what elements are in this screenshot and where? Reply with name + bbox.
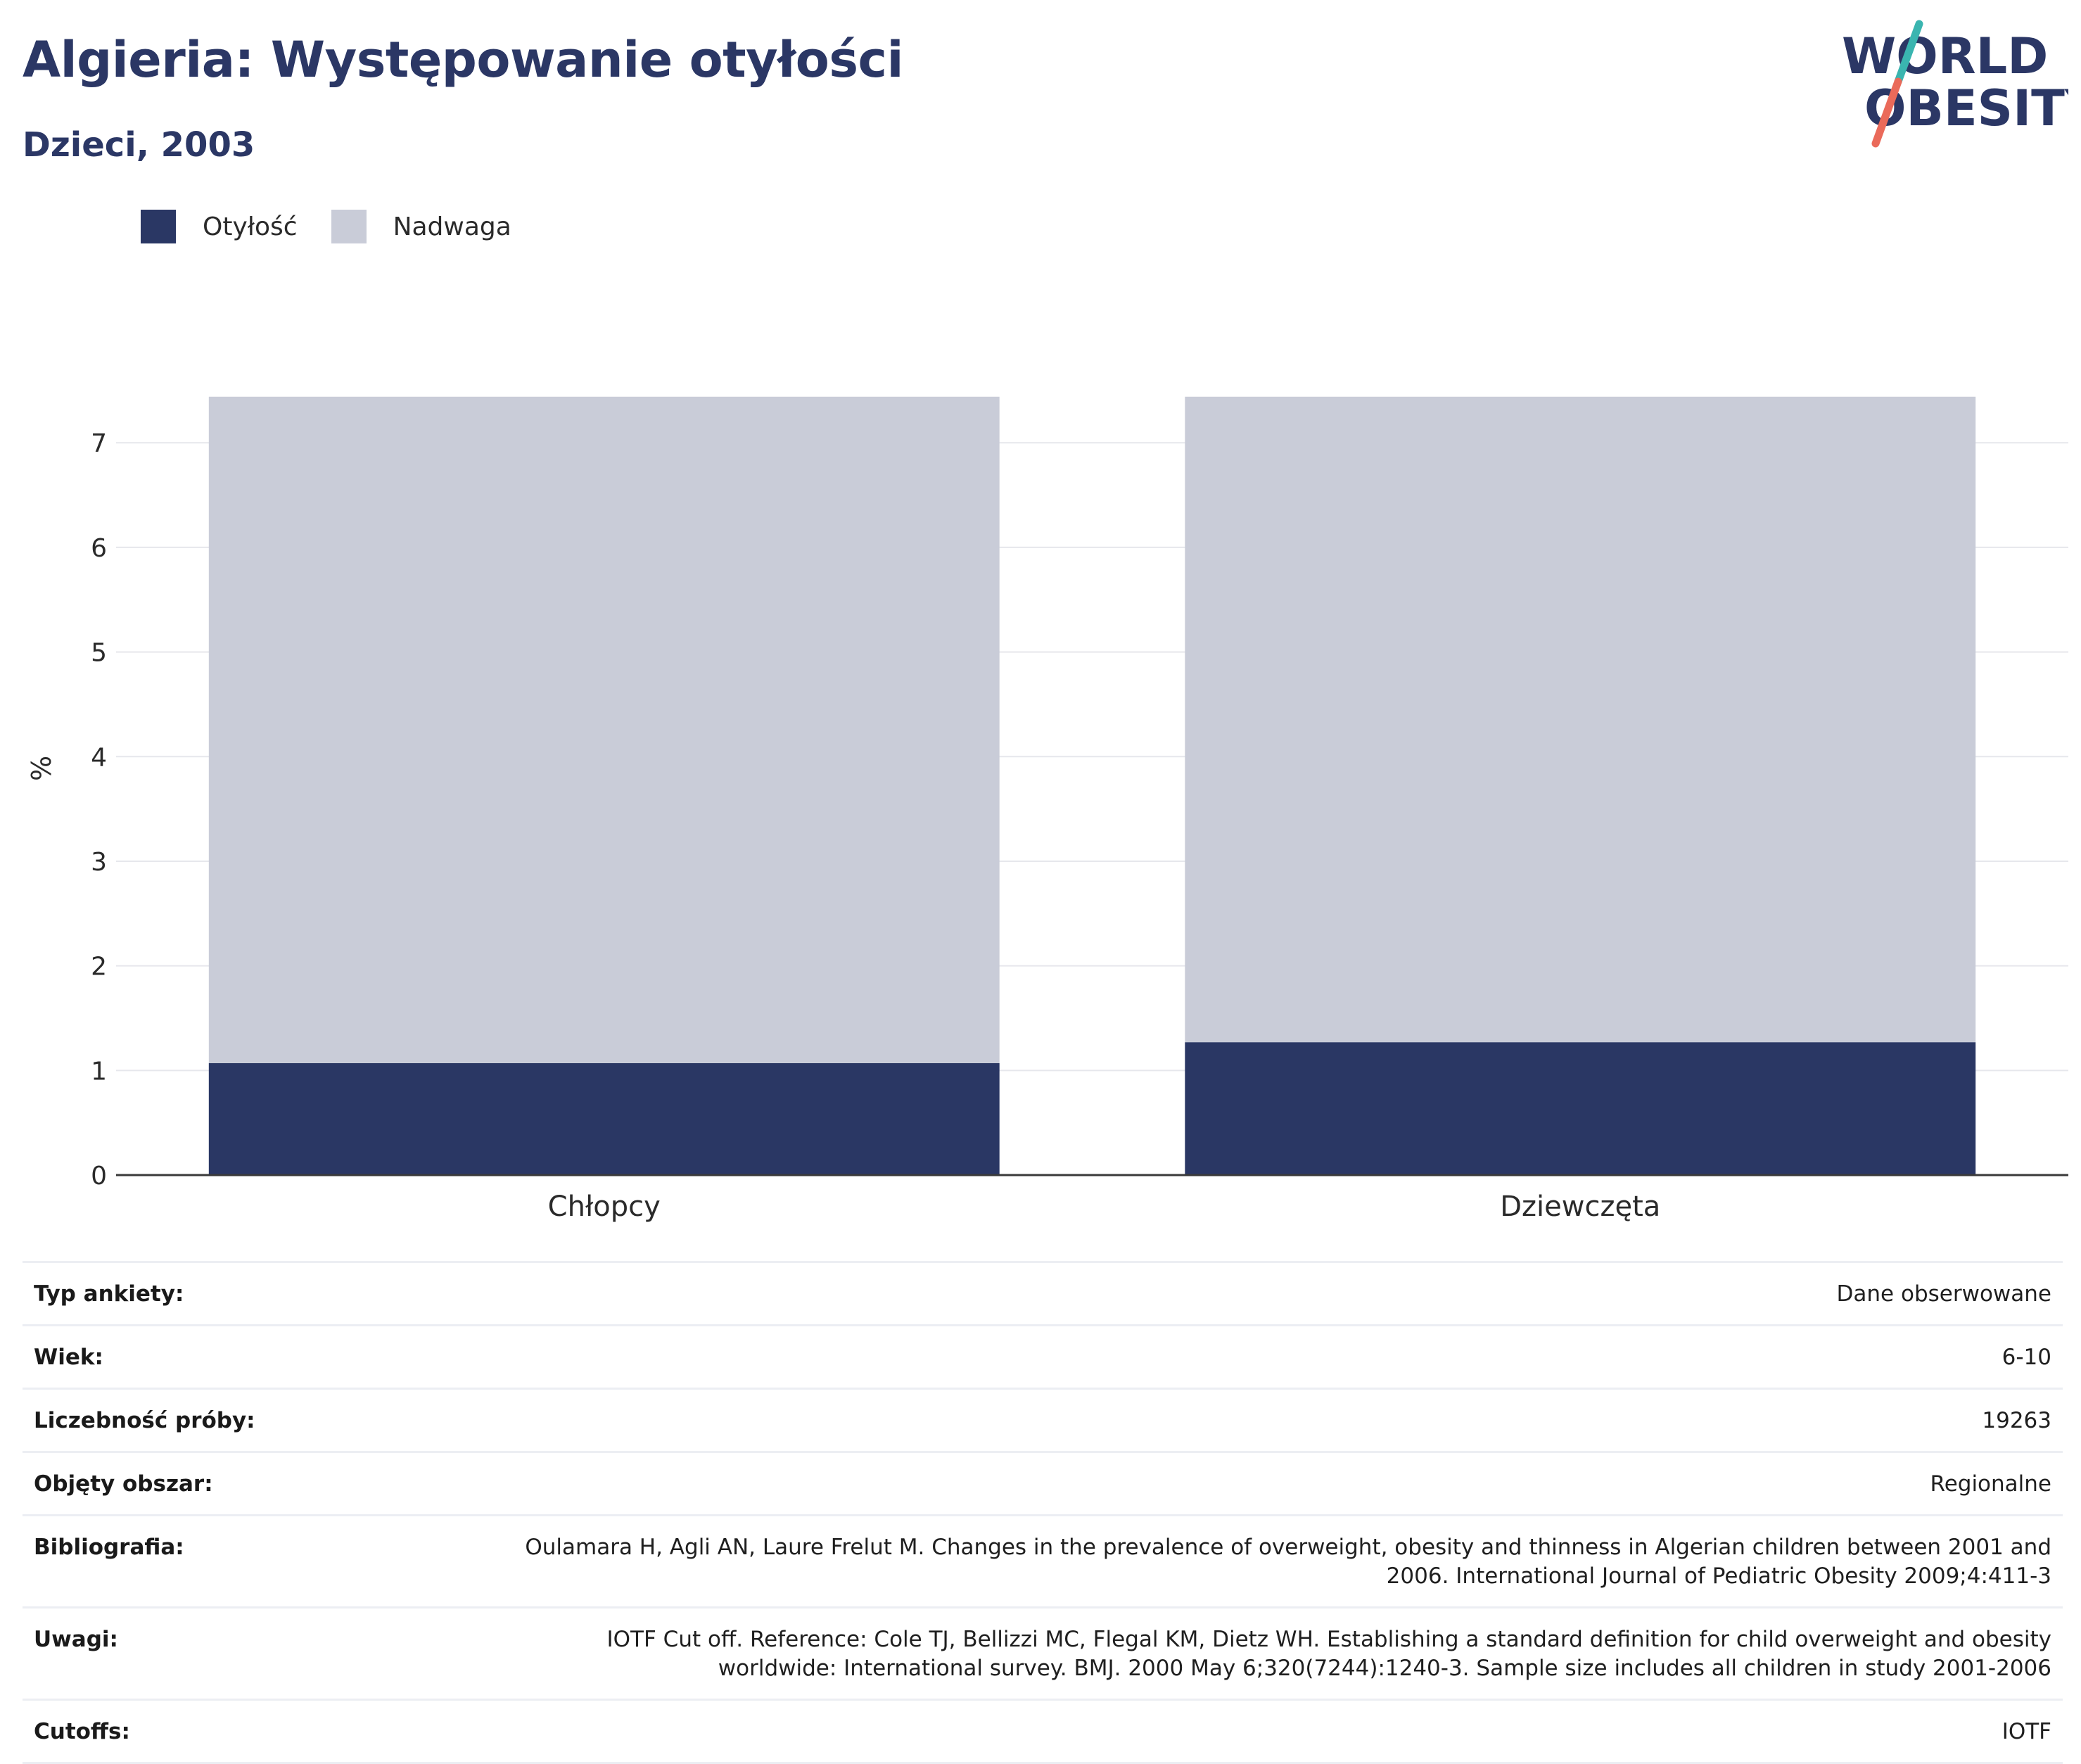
details-label: Wiek: — [34, 1345, 103, 1370]
details-row: Uwagi: IOTF Cut off. Reference: Cole TJ,… — [23, 1606, 2063, 1699]
y-tick-label: 5 — [91, 639, 107, 668]
details-label: Uwagi: — [34, 1627, 118, 1652]
details-row: Liczebność próby: 19263 — [23, 1388, 2063, 1451]
axis-layer: 0 1 2 3 4 5 6 7 Chłopcy Dziewczęta — [91, 429, 2068, 1223]
legend-item-overweight[interactable]: Nadwaga — [331, 210, 511, 243]
details-label: Bibliografia: — [34, 1535, 184, 1560]
legend-item-obesity[interactable]: Otyłość — [141, 210, 298, 243]
chart-subtitle: Dzieci, 2003 — [23, 125, 255, 165]
details-value: IOTF Cut off. Reference: Cole TJ, Belliz… — [606, 1627, 2051, 1681]
details-table: Typ ankiety: Dane obserwowane Wiek: 6-10… — [23, 1261, 2063, 1764]
y-tick-label: 7 — [91, 429, 107, 458]
details-value: 6-10 — [2002, 1345, 2051, 1370]
details-value: 19263 — [1982, 1408, 2051, 1433]
y-axis-label: % — [26, 756, 57, 781]
bar-segment-overweight[interactable] — [1185, 396, 1976, 1043]
legend-swatch-overweight — [331, 210, 367, 243]
x-tick-label: Dziewczęta — [1500, 1191, 1660, 1223]
legend-label-overweight: Nadwaga — [393, 212, 511, 241]
chart-title: Algieria: Występowanie otyłości — [23, 31, 904, 89]
details-value: IOTF — [2002, 1719, 2051, 1744]
y-tick-label: 6 — [91, 534, 107, 563]
bar-layer — [208, 396, 1976, 1175]
logo-slash-bottom — [1871, 77, 1902, 148]
details-value: Dane obserwowane — [1836, 1281, 2051, 1307]
details-value: Oulamara H, Agli AN, Laure Frelut M. Cha… — [525, 1535, 2051, 1589]
bar-segment-obesity[interactable] — [1185, 1042, 1976, 1175]
details-row: Typ ankiety: Dane obserwowane — [23, 1261, 2063, 1324]
y-tick-label: 3 — [91, 848, 107, 877]
legend-swatch-obesity — [141, 210, 176, 243]
details-label: Cutoffs: — [34, 1719, 130, 1744]
details-label: Liczebność próby: — [34, 1408, 255, 1433]
bar-chart: 0 1 2 3 4 5 6 7 Chłopcy Dziewczęta % — [26, 396, 2068, 1223]
y-tick-label: 4 — [91, 743, 107, 772]
bar-segment-overweight[interactable] — [208, 396, 1000, 1063]
legend-label-obesity: Otyłość — [203, 212, 298, 241]
x-tick-label: Chłopcy — [548, 1191, 661, 1223]
details-row: Objęty obszar: Regionalne — [23, 1451, 2063, 1514]
details-label: Objęty obszar: — [34, 1471, 213, 1497]
logo-text-world: WORLD — [1842, 27, 2048, 85]
world-obesity-logo: WORLD OBESITY — [1842, 20, 2068, 148]
y-tick-label: 0 — [91, 1162, 107, 1191]
details-row: Bibliografia: Oulamara H, Agli AN, Laure… — [23, 1514, 2063, 1606]
y-tick-label: 1 — [91, 1057, 107, 1086]
legend: Otyłość Nadwaga — [141, 210, 545, 243]
bar-segment-obesity[interactable] — [208, 1062, 1000, 1175]
details-row: Cutoffs: IOTF — [23, 1699, 2063, 1764]
y-tick-label: 2 — [91, 953, 107, 982]
details-row: Wiek: 6-10 — [23, 1324, 2063, 1388]
details-label: Typ ankiety: — [34, 1281, 184, 1307]
details-value: Regionalne — [1930, 1471, 2051, 1497]
logo-slash-top — [1894, 20, 1923, 86]
